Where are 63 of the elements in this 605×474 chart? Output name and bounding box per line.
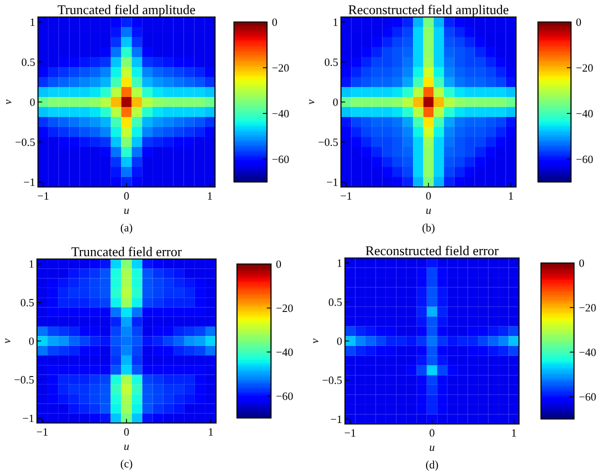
text: (c): [120, 460, 132, 470]
x-tick-label: −1: [36, 428, 48, 436]
color-bar-label: 0: [272, 18, 277, 26]
y-tick-label: −0.5: [14, 376, 34, 384]
y-tick-label: 1: [334, 18, 338, 26]
y-tick-label: 1: [338, 259, 342, 267]
y-axis-title: v: [309, 100, 314, 104]
color-bar-label: 0: [576, 18, 581, 26]
chart-title: Truncated field amplitude: [58, 4, 196, 17]
color-bar-label: −20: [276, 304, 293, 312]
y-tick-label: 0: [29, 337, 34, 345]
chart-title: Truncated field error: [71, 246, 182, 256]
color-bar-label: −20: [579, 304, 596, 312]
chart-title: Reconstructed field error: [366, 246, 499, 256]
x-tick-label: 1: [208, 428, 213, 436]
color-bar-label: −20: [272, 64, 289, 72]
y-tick-label: 0: [333, 98, 338, 106]
color-bar-label: −60: [276, 392, 293, 400]
y-tick-label: −1: [330, 416, 342, 423]
y-axis-title: v: [5, 338, 10, 344]
y-tick-label: −0.5: [318, 138, 338, 146]
text: (a): [120, 224, 132, 234]
color-bar-label: −60: [579, 393, 596, 401]
color-bar-label: −60: [576, 156, 593, 164]
y-tick-label: −0.5: [322, 376, 342, 384]
y-axis-title: v: [313, 338, 318, 344]
color-bar-label: 0: [276, 260, 281, 268]
text: (d): [426, 460, 438, 471]
y-axis-title: v: [6, 100, 12, 104]
x-tick-label: 1: [512, 429, 516, 437]
y-tick-label: −1: [24, 178, 35, 186]
x-tick-label: 0: [426, 192, 431, 200]
color-bar-label: −40: [276, 348, 293, 356]
x-axis-title: u: [124, 444, 129, 450]
x-tick-label: −1: [38, 192, 48, 200]
y-tick-label: −0.5: [16, 138, 35, 146]
chart-title: Reconstructed field amplitude: [348, 4, 508, 17]
y-tick-label: 1: [30, 18, 35, 26]
x-axis-title: u: [426, 208, 431, 214]
x-tick-label: 0: [124, 192, 129, 200]
color-bar-label: −40: [576, 110, 593, 118]
x-tick-label: 1: [509, 192, 513, 200]
x-tick-label: −1: [344, 429, 356, 437]
color-bar-label: −40: [272, 110, 289, 118]
color-bar-label: −60: [272, 156, 289, 164]
x-axis-title: u: [124, 208, 129, 214]
y-tick-label: 0.5: [20, 298, 34, 306]
y-tick-label: −1: [22, 414, 34, 422]
y-tick-label: 0: [30, 98, 35, 106]
y-tick-label: 0.5: [22, 58, 35, 66]
x-tick-label: 0: [124, 428, 129, 436]
y-tick-label: 0: [337, 337, 342, 345]
text: (b): [422, 224, 434, 234]
x-tick-label: 0: [430, 429, 434, 437]
color-bar-label: 0: [579, 259, 584, 267]
x-axis-title: u: [430, 446, 434, 451]
x-tick-label: 1: [208, 192, 212, 200]
color-bar-label: −40: [579, 348, 596, 356]
color-bar-label: −20: [576, 64, 593, 72]
y-tick-label: 0.5: [324, 58, 338, 66]
y-tick-label: −1: [326, 178, 338, 186]
y-tick-label: 1: [30, 260, 34, 268]
y-tick-label: 0.5: [328, 298, 342, 306]
